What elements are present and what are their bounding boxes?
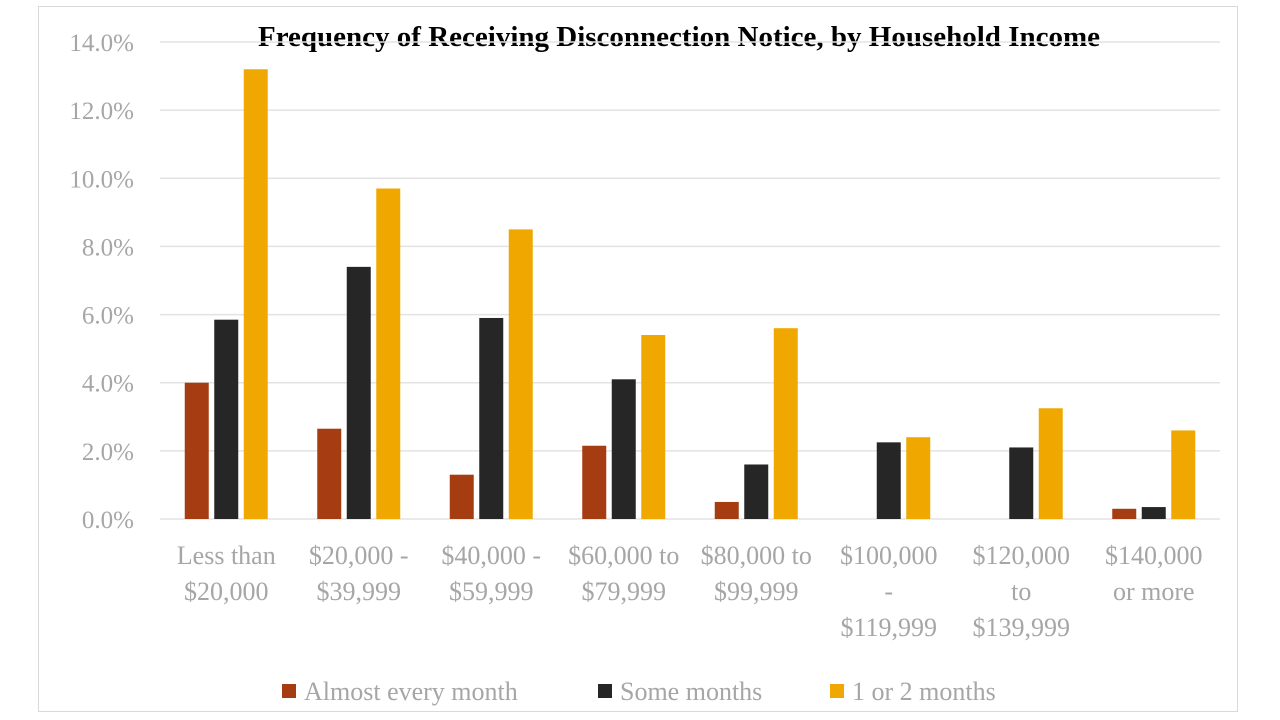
x-category-label-line: $20,000 - [309,541,409,570]
legend-item-1-or-2-months: 1 or 2 months [830,677,996,706]
bar-almost-every-month-3 [582,445,607,519]
bar-some-months-2 [479,317,504,519]
x-category-label-line: or more [1113,577,1195,606]
x-category-label-line: $79,999 [582,577,667,606]
y-tick-label: 2.0% [82,439,134,466]
bar-some-months-3 [611,379,636,519]
x-category-label: $20,000 - $39,999 [309,541,409,606]
x-category-label-line: $140,000 [1105,541,1203,570]
x-category-label-line: $119,999 [840,613,937,642]
bar-some-months-0 [214,319,239,519]
bar-1-or-2-months-2 [508,229,533,519]
bar-1-or-2-months-7 [1171,430,1196,519]
x-category-label-line: $100,000 [840,541,938,570]
y-tick-label: 14.0% [69,30,134,57]
x-category-label: $40,000 - $59,999 [441,541,541,606]
legend-item-almost-every-month: Almost every month [282,677,518,706]
x-category-label: $100,000 - $119,999 [840,541,938,642]
x-category-label-line: to [1011,577,1031,606]
y-axis-tick-labels: 0.0% 2.0% 4.0% 6.0% 8.0% 10.0% 12.0% 14.0% [69,30,134,534]
x-category-label-line: $80,000 to [701,541,812,570]
bar-almost-every-month-2 [449,474,474,519]
legend: Almost every month Some months 1 or 2 mont… [282,677,996,706]
y-tick-label: 12.0% [69,98,134,125]
bar-1-or-2-months-3 [641,335,666,519]
bar-1-or-2-months-5 [906,437,931,519]
chart-title: Frequency of Receiving Disconnection Not… [258,21,1100,53]
x-category-label-line: $20,000 [184,577,269,606]
y-tick-label: 0.0% [82,507,134,534]
x-category-label: Less than $20,000 [177,541,276,606]
legend-swatch [598,684,612,698]
x-category-label-line: $99,999 [714,577,799,606]
bar-some-months-4 [744,464,769,519]
bar-some-months-1 [346,266,371,519]
bar-almost-every-month-1 [317,428,342,519]
y-tick-label: 8.0% [82,234,134,261]
x-category-label: $140,000 or more [1105,541,1203,606]
x-category-label-line: $139,999 [973,613,1071,642]
bar-1-or-2-months-6 [1038,408,1063,519]
bar-some-months-5 [876,442,901,519]
legend-item-some-months: Some months [598,677,762,706]
bar-some-months-7 [1141,507,1166,519]
x-category-label: $60,000 to $79,999 [568,541,679,606]
x-category-label-line: $39,999 [317,577,402,606]
y-tick-label: 4.0% [82,371,134,398]
bar-almost-every-month-7 [1112,508,1137,519]
bar-1-or-2-months-0 [243,69,268,519]
x-category-label-line: $60,000 to [568,541,679,570]
y-tick-label: 6.0% [82,303,134,330]
x-category-label-line: Less than [177,541,276,570]
x-axis-category-labels: Less than $20,000 $20,000 - $39,999 $40,000 … [177,541,1203,642]
bars [184,69,1196,519]
x-category-label-line: $120,000 [973,541,1071,570]
legend-swatch [282,684,296,698]
bar-almost-every-month-0 [184,382,209,519]
x-category-label-line: $40,000 - [441,541,541,570]
x-category-label-line: $59,999 [449,577,534,606]
x-category-label: $80,000 to $99,999 [701,541,812,606]
y-tick-label: 10.0% [69,166,134,193]
bar-almost-every-month-4 [714,501,739,519]
legend-label: 1 or 2 months [852,677,996,706]
legend-label: Almost every month [304,677,518,706]
legend-label: Some months [620,677,762,706]
x-category-label: $120,000 to $139,999 [973,541,1071,642]
bar-1-or-2-months-4 [773,328,798,519]
legend-swatch [830,684,844,698]
x-category-label-line: - [884,577,893,606]
bar-1-or-2-months-1 [376,188,401,519]
bar-some-months-6 [1009,447,1034,519]
